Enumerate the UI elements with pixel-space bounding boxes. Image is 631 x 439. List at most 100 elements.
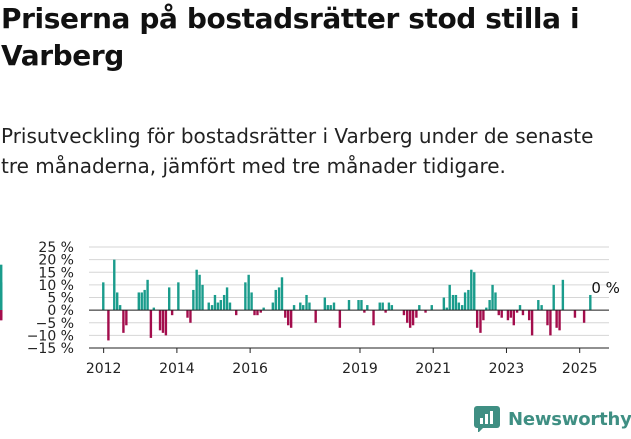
bar [582, 310, 586, 323]
x-tick-label: 2025 [562, 361, 598, 377]
bar [390, 305, 394, 311]
x-tick-label: 2014 [159, 361, 195, 377]
latest-value-label: 0 % [591, 279, 620, 297]
bar [500, 310, 503, 318]
bar [463, 292, 467, 311]
bar [488, 300, 491, 311]
y-tick-label: 15 % [38, 265, 74, 281]
bar [378, 302, 381, 311]
bar [518, 305, 522, 311]
bar [305, 294, 308, 311]
x-axis: 2012 2014 2016 2019 2021 2023 2025 [86, 347, 609, 377]
brand-logo[interactable]: Newsworthy [474, 406, 631, 432]
bar [506, 310, 510, 321]
bar [406, 310, 409, 323]
bar [113, 259, 116, 311]
bar [244, 282, 247, 311]
bar [561, 279, 565, 311]
bar [408, 310, 412, 328]
bar [271, 302, 275, 311]
bar [299, 302, 302, 311]
bar [430, 305, 433, 311]
bar [149, 310, 153, 338]
bar [118, 305, 122, 311]
bar [418, 305, 421, 311]
bar [357, 300, 360, 311]
bar [512, 310, 515, 326]
bar [479, 310, 482, 333]
latest-value-annotation: 0 % [591, 279, 620, 297]
x-tick-label: 2023 [489, 361, 525, 377]
bar [540, 305, 543, 311]
y-tick-label: 20 % [38, 253, 74, 269]
bar [302, 305, 305, 311]
bar [485, 307, 488, 311]
bar [253, 310, 256, 316]
bar [549, 310, 552, 336]
price-change-chart: −15 %−10 %−5 %0 %5 %10 %15 %20 %25 % 201… [0, 240, 620, 377]
bar [213, 294, 217, 311]
bar [289, 310, 293, 328]
bar [222, 294, 226, 311]
bar [454, 294, 458, 311]
bar [424, 310, 427, 313]
bar [537, 300, 540, 311]
bar [125, 310, 128, 326]
bar [161, 310, 165, 333]
bar [329, 305, 332, 311]
bar [256, 310, 259, 316]
y-tick-label: −10 % [27, 328, 74, 344]
bar [467, 289, 470, 311]
bar [338, 310, 342, 328]
bar [442, 297, 446, 311]
bar [558, 310, 561, 331]
bar [0, 294, 3, 311]
bar [573, 310, 577, 318]
bar [140, 292, 143, 311]
bar [107, 310, 110, 341]
y-tick-label: 5 % [47, 291, 74, 307]
bar [228, 302, 232, 311]
bar [482, 310, 485, 321]
bar [292, 305, 296, 311]
bar [137, 292, 140, 311]
bar [198, 274, 201, 311]
bar [457, 302, 461, 311]
bar [460, 305, 464, 311]
x-tick-label: 2021 [415, 361, 451, 377]
bar [546, 310, 549, 326]
bar [186, 310, 189, 318]
y-tick-label: 10 % [38, 278, 74, 294]
y-tick-label: 0 % [47, 303, 74, 319]
bar [473, 272, 476, 311]
bar [332, 302, 336, 311]
bar [387, 302, 391, 311]
bar [363, 310, 366, 313]
bar [527, 310, 531, 321]
bar [494, 292, 497, 311]
bar [274, 289, 277, 311]
bar [521, 310, 525, 316]
bar [207, 302, 210, 311]
bar [192, 289, 195, 311]
y-tick-label: 25 % [38, 240, 74, 256]
bar [384, 310, 387, 313]
bar [143, 289, 146, 311]
bar [195, 269, 198, 311]
bar [250, 292, 253, 311]
bar [470, 269, 473, 311]
bar [168, 287, 171, 311]
bar [201, 284, 204, 311]
bar [235, 310, 238, 316]
bar [497, 310, 500, 316]
brand-name: Newsworthy [508, 408, 631, 430]
x-tick-label: 2016 [232, 361, 268, 377]
bar [451, 294, 455, 311]
bar [122, 310, 125, 333]
bar [381, 302, 384, 311]
bar [216, 302, 220, 311]
bar [259, 310, 262, 313]
bar [152, 307, 156, 311]
bar [445, 307, 448, 311]
bar [415, 310, 418, 318]
